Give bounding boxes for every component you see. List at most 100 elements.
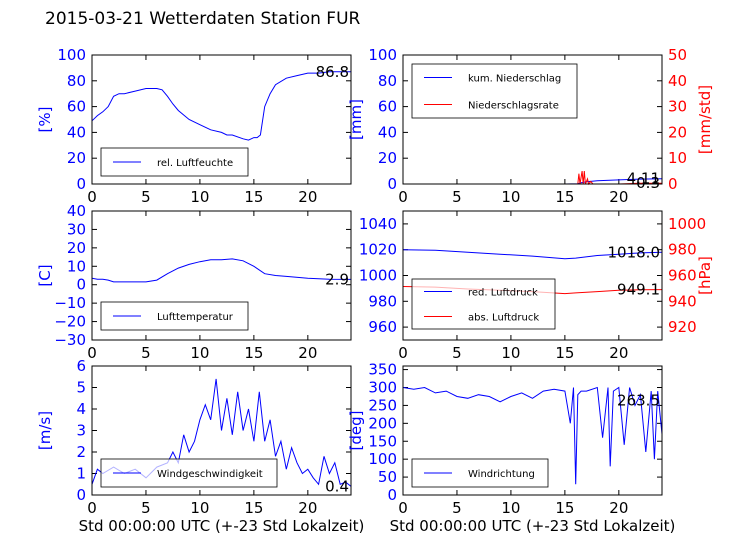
series-line (402, 249, 663, 260)
x-tick-label: 5 (452, 499, 462, 517)
y-tick-label: 20 (67, 239, 86, 257)
x-tick-label: 10 (190, 499, 209, 517)
legend-label: Windrichtung (468, 469, 535, 480)
y-tick-label: 30 (67, 220, 86, 238)
plot-frame (402, 54, 663, 185)
x-tick-label: 20 (609, 188, 628, 206)
y-tick-label: 0 (387, 486, 397, 504)
y2-axis-label: [mm/std] (696, 85, 714, 154)
x-tick-label: 15 (244, 344, 263, 362)
x-tick-label: 0 (398, 499, 408, 517)
legend-label: Windgeschwindigkeit (157, 469, 263, 480)
y-tick-label: 60 (67, 98, 86, 116)
x-tick-label: 20 (609, 499, 628, 517)
x-tick-label: 15 (555, 344, 574, 362)
legend-label: red. Luftdruck (468, 288, 538, 299)
y-axis-label: [C] (36, 264, 54, 286)
x-tick-label: 5 (141, 188, 151, 206)
x-tick-label: 5 (452, 344, 462, 362)
y2-tick-label: 920 (668, 318, 697, 336)
y-tick-label: 40 (378, 123, 397, 141)
plot-frame (91, 210, 352, 341)
legend-box (411, 63, 578, 119)
x-tick-label: 20 (298, 499, 317, 517)
legend-label: Niederschlagsrate (468, 101, 559, 112)
value-annotation: 4.11 (627, 170, 660, 188)
value-annotation: 263.5 (617, 392, 660, 410)
panel-1: 0 5 10 15 20 0 20 40 60 80 100 [%] rel. Luftfeuchte 8… (36, 46, 352, 206)
series-line (91, 71, 351, 141)
x-tick-label: 5 (452, 188, 462, 206)
y-tick-label: 0 (76, 486, 86, 504)
y2-tick-label: 940 (668, 292, 697, 310)
x-tick-label: 15 (244, 188, 263, 206)
y-tick-label: 1040 (359, 215, 397, 233)
y-tick-label: 100 (57, 46, 86, 64)
y-tick-label: 80 (67, 72, 86, 90)
y-tick-label: 1000 (359, 267, 397, 285)
series-line (403, 171, 662, 186)
y-tick-label: −10 (54, 294, 86, 312)
figure-title: 2015-03-21 Wetterdaten Station FUR (45, 9, 361, 29)
value-annotation: 0.3 (636, 174, 660, 192)
legend-label: rel. Luftfeuchte (157, 158, 233, 169)
value-annotation: 1018.0 (608, 243, 661, 261)
y-axis-label: [mm] (347, 99, 365, 140)
y2-tick-label: 960 (668, 267, 697, 285)
x-tick-label: 0 (87, 344, 97, 362)
x-axis-label: Std 00:00:00 UTC (+-23 Std Lokalzeit) (79, 517, 365, 535)
legend-box (411, 278, 556, 330)
value-annotation: 2.9 (325, 270, 349, 288)
x-tick-label: 20 (298, 188, 317, 206)
x-tick-label: 0 (398, 344, 408, 362)
y2-tick-label: 20 (668, 123, 687, 141)
x-tick-label: 10 (501, 344, 520, 362)
series-line (403, 178, 663, 185)
x-tick-label: 15 (555, 499, 574, 517)
panel-4: 0 5 10 15 20 960 980 1000 1020 1040 920 940 960 980 10… (359, 210, 714, 362)
y-tick-label: 5 (76, 379, 86, 397)
value-annotation: 0.4 (325, 477, 349, 495)
x-tick-label: 5 (141, 499, 151, 517)
y-tick-label: 20 (378, 149, 397, 167)
x-tick-label: 20 (298, 344, 317, 362)
y-tick-label: −20 (54, 313, 86, 331)
y2-tick-label: 10 (668, 149, 687, 167)
y-tick-label: 250 (368, 396, 397, 414)
y-tick-label: 980 (368, 292, 397, 310)
x-tick-label: 15 (555, 188, 574, 206)
y-tick-label: 4 (76, 400, 86, 418)
value-annotation: 949.1 (617, 281, 660, 299)
plot-frame (91, 54, 352, 185)
y-tick-label: 0 (76, 276, 86, 294)
y-tick-label: 350 (368, 361, 397, 379)
plot-frame (402, 210, 663, 341)
y-tick-label: 0 (76, 175, 86, 193)
x-axis-label: Std 00:00:00 UTC (+-23 Std Lokalzeit) (390, 517, 676, 535)
y-tick-label: 60 (378, 98, 397, 116)
x-tick-label: 10 (190, 188, 209, 206)
y-tick-label: 100 (368, 46, 397, 64)
y-tick-label: 1 (76, 465, 86, 483)
y-tick-label: 0 (387, 175, 397, 193)
x-tick-label: 0 (87, 499, 97, 517)
y-tick-label: 150 (368, 432, 397, 450)
y2-tick-label: 50 (668, 46, 687, 64)
x-tick-label: 15 (244, 499, 263, 517)
panel-3: 0 5 10 15 20−30−20−10010203040[C]Lufttempera… (36, 202, 352, 362)
y-axis-label: [%] (36, 107, 54, 133)
y-tick-label: 2 (76, 443, 86, 461)
x-tick-label: 10 (501, 499, 520, 517)
legend-label: Lufttemperatur (157, 312, 234, 323)
x-tick-label: 5 (141, 344, 151, 362)
y-tick-label: 6 (76, 357, 86, 375)
y-tick-label: 1020 (359, 241, 397, 259)
x-tick-label: 10 (501, 188, 520, 206)
x-tick-label: 0 (87, 188, 97, 206)
y-axis-label: [deg] (347, 411, 365, 451)
y-tick-label: 20 (67, 149, 86, 167)
y-tick-label: 3 (76, 422, 86, 440)
